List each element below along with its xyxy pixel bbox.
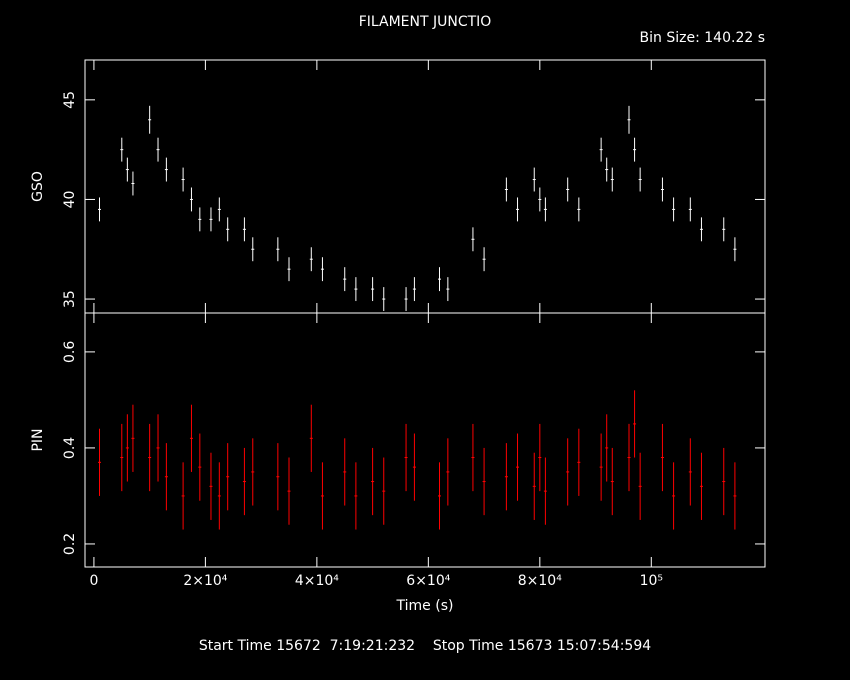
y-tick-label: 0.4 [62, 437, 78, 459]
x-tick-label: 0 [89, 573, 98, 589]
x-tick-label: 8×10⁴ [518, 573, 562, 589]
x-axis-label: Time (s) [396, 598, 454, 614]
chart-title: FILAMENT JUNCTIO [359, 14, 492, 30]
y-tick-label: 45 [62, 91, 78, 109]
y-tick-label: 40 [62, 191, 78, 209]
series [97, 390, 737, 530]
bin-size: Bin Size: 140.22 s [640, 30, 765, 46]
y-tick-label: 0.2 [62, 533, 78, 555]
y-axis-label: GSO [30, 171, 46, 202]
x-tick-label: 2×10⁴ [183, 573, 227, 589]
panel-frame [84, 312, 766, 568]
x-tick-label: 4×10⁴ [295, 573, 339, 589]
x-tick-label: 6×10⁴ [406, 573, 450, 589]
footer: Start Time 15672 7:19:21:232 Stop Time 1… [199, 638, 651, 654]
y-tick-label: 0.6 [62, 341, 78, 363]
y-tick-label: 35 [62, 290, 78, 308]
y-axis-label: PIN [30, 428, 46, 451]
x-tick-label: 10⁵ [640, 573, 663, 589]
series [97, 105, 737, 312]
